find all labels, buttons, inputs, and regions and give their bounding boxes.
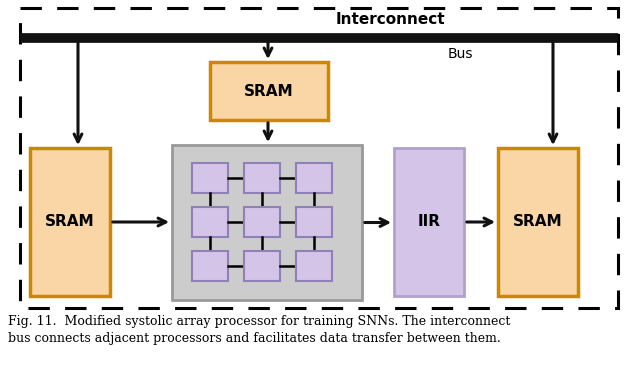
Bar (210, 62, 328, 120)
Bar (172, 145, 362, 300)
Bar (296, 163, 332, 193)
Text: SRAM: SRAM (513, 214, 563, 230)
Bar (244, 207, 280, 237)
Text: SRAM: SRAM (244, 84, 294, 99)
Bar (20, 8, 618, 308)
Bar (30, 148, 110, 296)
Bar (244, 163, 280, 193)
Text: SRAM: SRAM (45, 214, 95, 230)
Bar (296, 207, 332, 237)
Bar (296, 251, 332, 281)
Text: Fig. 11.  Modified systolic array processor for training SNNs. The interconnect
: Fig. 11. Modified systolic array process… (8, 315, 510, 345)
Bar (498, 148, 578, 296)
Bar (192, 207, 228, 237)
Bar (192, 163, 228, 193)
Text: Interconnect: Interconnect (335, 12, 445, 27)
Bar (192, 251, 228, 281)
Bar (394, 148, 464, 296)
Text: IIR: IIR (417, 214, 440, 230)
Bar (244, 251, 280, 281)
Text: Bus: Bus (447, 47, 473, 61)
